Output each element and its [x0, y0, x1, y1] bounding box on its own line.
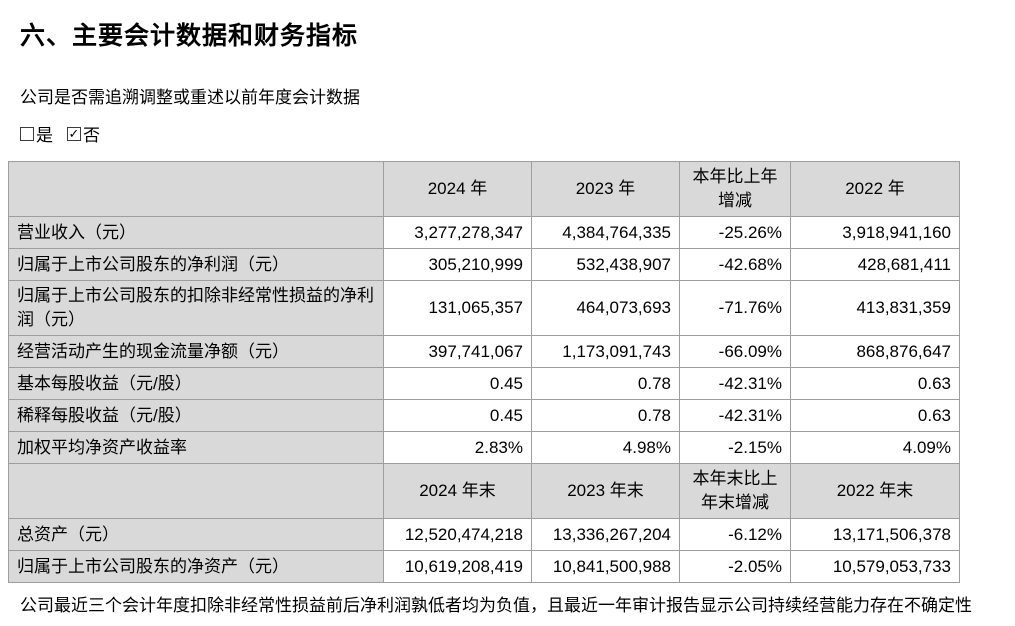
row-label: 加权平均净资产收益率 — [8, 431, 384, 464]
value-change: -42.31% — [679, 367, 791, 400]
value-2023: 1,173,091,743 — [531, 335, 680, 368]
value-2022: 428,681,411 — [790, 248, 960, 281]
table-row-net-profit-excl-nonrecurring: 归属于上市公司股东的扣除非经常性损益的净利润（元） 131,065,357 46… — [8, 280, 960, 336]
row-label: 归属于上市公司股东的净资产（元） — [8, 550, 384, 583]
table-row-diluted-eps: 稀释每股收益（元/股） 0.45 0.78 -42.31% 0.63 — [8, 399, 960, 432]
value-2023: 0.78 — [531, 399, 680, 432]
value-2024: 10,619,208,419 — [383, 550, 532, 583]
value-2023: 4.98% — [531, 431, 680, 464]
table-header-row-annual: 2024 年 2023 年 本年比上年增减 2022 年 — [8, 161, 960, 217]
value-change: -71.76% — [679, 280, 791, 336]
value-2024: 305,210,999 — [383, 248, 532, 281]
value-2024: 2.83% — [383, 431, 532, 464]
header-cell-2022-end: 2022 年末 — [790, 463, 960, 519]
value-change: -42.31% — [679, 399, 791, 432]
value-2022: 10,579,053,733 — [790, 550, 960, 583]
row-label: 经营活动产生的现金流量净额（元） — [8, 335, 384, 368]
table-row-net-profit: 归属于上市公司股东的净利润（元） 305,210,999 532,438,907… — [8, 248, 960, 281]
header-cell-blank — [8, 463, 384, 519]
value-2023: 13,336,267,204 — [531, 518, 680, 551]
restatement-answer-row: 是 ✓ 否 — [20, 121, 995, 146]
table-row-operating-cash-flow: 经营活动产生的现金流量净额（元） 397,741,067 1,173,091,7… — [8, 335, 960, 368]
value-2024: 3,277,278,347 — [383, 216, 532, 249]
row-label: 归属于上市公司股东的扣除非经常性损益的净利润（元） — [8, 280, 384, 336]
checkbox-unchecked-icon[interactable] — [20, 126, 34, 141]
value-change: -66.09% — [679, 335, 791, 368]
value-2022: 4.09% — [790, 431, 960, 464]
checkbox-yes-label: 是 — [36, 126, 53, 145]
value-2022: 3,918,941,160 — [790, 216, 960, 249]
checkbox-no-label: 否 — [83, 126, 100, 145]
value-2022: 13,171,506,378 — [790, 518, 960, 551]
value-change: -6.12% — [679, 518, 791, 551]
table-row-total-assets: 总资产（元） 12,520,474,218 13,336,267,204 -6.… — [8, 518, 960, 551]
value-2024: 0.45 — [383, 367, 532, 400]
table-row-revenue: 营业收入（元） 3,277,278,347 4,384,764,335 -25.… — [8, 216, 960, 249]
value-change: -25.26% — [679, 216, 791, 249]
row-label: 基本每股收益（元/股） — [8, 367, 384, 400]
row-label: 总资产（元） — [8, 518, 384, 551]
value-2022: 868,876,647 — [790, 335, 960, 368]
value-2024: 131,065,357 — [383, 280, 532, 336]
value-2022: 413,831,359 — [790, 280, 960, 336]
section-title: 六、主要会计数据和财务指标 — [20, 22, 359, 50]
header-cell-yoy-change: 本年比上年增减 — [679, 161, 791, 217]
header-cell-2023: 2023 年 — [531, 161, 680, 217]
header-cell-2023-end: 2023 年末 — [531, 463, 680, 519]
header-cell-2024-end: 2024 年末 — [383, 463, 532, 519]
checkbox-no-option[interactable]: ✓ 否 — [67, 121, 100, 146]
row-label: 营业收入（元） — [8, 216, 384, 249]
value-2023: 4,384,764,335 — [531, 216, 680, 249]
value-2024: 0.45 — [383, 399, 532, 432]
table-row-basic-eps: 基本每股收益（元/股） 0.45 0.78 -42.31% 0.63 — [8, 367, 960, 400]
value-2022: 0.63 — [790, 367, 960, 400]
checkbox-yes-option[interactable]: 是 — [20, 121, 53, 146]
value-2023: 532,438,907 — [531, 248, 680, 281]
table-row-net-assets: 归属于上市公司股东的净资产（元） 10,619,208,419 10,841,5… — [8, 550, 960, 583]
value-2023: 464,073,693 — [531, 280, 680, 336]
row-label: 归属于上市公司股东的净利润（元） — [8, 248, 384, 281]
value-change: -2.05% — [679, 550, 791, 583]
table-row-weighted-avg-roe: 加权平均净资产收益率 2.83% 4.98% -2.15% 4.09% — [8, 431, 960, 464]
restatement-question: 公司是否需追溯调整或重述以前年度会计数据 — [20, 88, 360, 107]
value-2024: 12,520,474,218 — [383, 518, 532, 551]
header-cell-blank — [8, 161, 384, 217]
value-2023: 0.78 — [531, 367, 680, 400]
value-change: -42.68% — [679, 248, 791, 281]
header-cell-2022: 2022 年 — [790, 161, 960, 217]
value-2024: 397,741,067 — [383, 335, 532, 368]
value-2023: 10,841,500,988 — [531, 550, 680, 583]
value-change: -2.15% — [679, 431, 791, 464]
checkbox-checked-icon[interactable]: ✓ — [67, 125, 81, 141]
value-2022: 0.63 — [790, 399, 960, 432]
header-cell-2024: 2024 年 — [383, 161, 532, 217]
table-header-row-yearend: 2024 年末 2023 年末 本年末比上年末增减 2022 年末 — [8, 463, 960, 519]
row-label: 稀释每股收益（元/股） — [8, 399, 384, 432]
header-cell-yearend-change: 本年末比上年末增减 — [679, 463, 791, 519]
going-concern-footnote: 公司最近三个会计年度扣除非经常性损益前后净利润孰低者均为负值，且最近一年审计报告… — [20, 596, 972, 615]
key-financials-table: 2024 年 2023 年 本年比上年增减 2022 年 营业收入（元） 3,2… — [8, 161, 960, 583]
